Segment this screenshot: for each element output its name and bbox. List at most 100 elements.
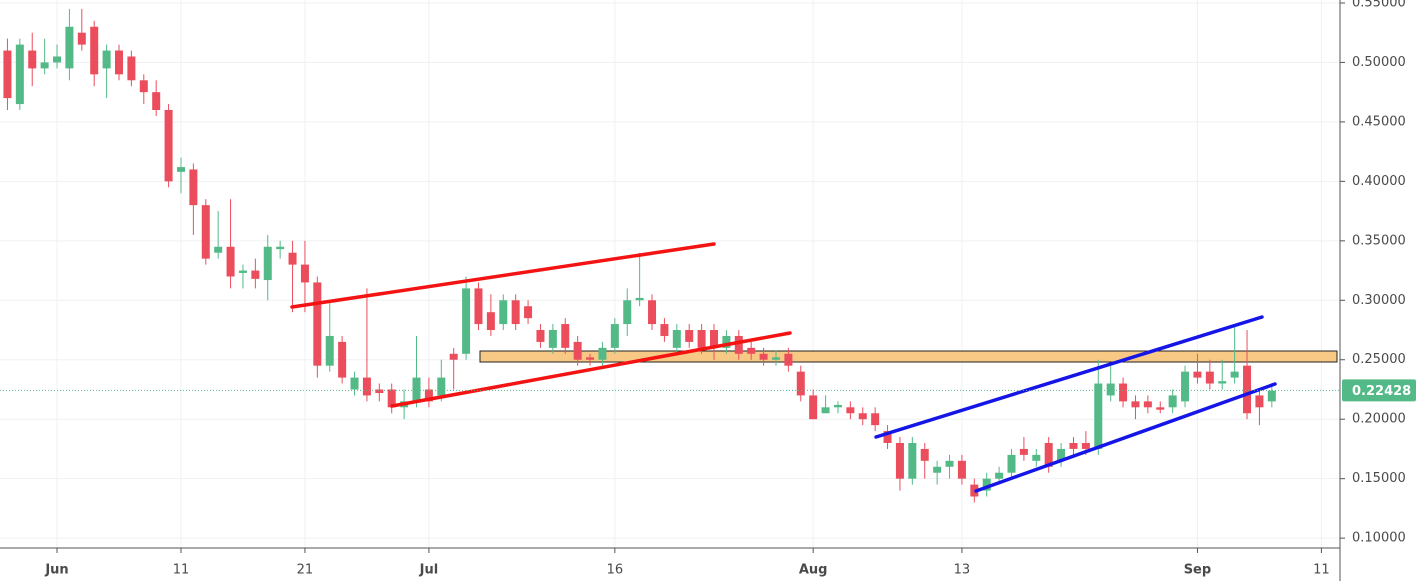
y-tick-label: 0.45000 (1352, 114, 1406, 129)
candle-body (858, 413, 867, 420)
candle-body (1168, 395, 1177, 408)
candle-body (115, 50, 124, 75)
candle-body (809, 395, 818, 420)
candle-body (846, 407, 855, 414)
candle-body (65, 26, 74, 69)
x-tick-label: Jul (419, 563, 439, 578)
candle-body (833, 404, 842, 408)
candle-body (139, 80, 148, 93)
y-tick-label: 0.10000 (1352, 531, 1406, 546)
candle-body (300, 264, 309, 283)
x-tick-label: 13 (954, 563, 971, 578)
candle-body (710, 330, 719, 348)
candle-body (214, 246, 223, 253)
candle-body (127, 56, 136, 81)
candle-body (759, 353, 768, 360)
candle-body (561, 324, 570, 348)
candle-body (288, 252, 297, 265)
candle-body (1143, 401, 1152, 408)
candle-body (3, 50, 12, 99)
x-tick-label: 11 (173, 563, 190, 578)
candle-body (524, 306, 533, 319)
candle-body (995, 472, 1004, 479)
candle-body (660, 324, 669, 336)
candle-body (437, 377, 446, 396)
trend-line (390, 331, 792, 408)
y-tick-label: 0.40000 (1352, 174, 1406, 189)
candle-body (189, 169, 198, 206)
candle-body (53, 56, 62, 63)
candle-body (201, 205, 210, 259)
trend-line (874, 315, 1264, 439)
candle-body (474, 288, 483, 325)
candle-body (933, 466, 942, 473)
last-price-label: 0.22428 (1352, 384, 1411, 399)
candle-body (1131, 401, 1140, 408)
candle-body (895, 442, 904, 479)
candle-body (375, 389, 384, 394)
x-tick-label: 21 (297, 563, 314, 578)
candle-body (1119, 383, 1128, 402)
candle-body (796, 371, 805, 396)
y-tick-label: 0.20000 (1352, 412, 1406, 427)
candle-body (945, 460, 954, 467)
candle-body (1156, 407, 1165, 410)
candle-body (1243, 365, 1252, 414)
candle-body (871, 413, 880, 426)
candle-body (573, 341, 582, 360)
y-tick-label: 0.30000 (1352, 293, 1406, 308)
candle-body (102, 50, 111, 69)
candle-body (784, 353, 793, 366)
candle-body (1267, 390, 1276, 402)
candle-body (28, 50, 37, 69)
candle-body (548, 330, 557, 348)
candle-body (982, 478, 991, 491)
candle-body (77, 32, 86, 45)
candle-body (821, 407, 830, 414)
candle-body (771, 357, 780, 360)
candle-body (1230, 371, 1239, 378)
candle-body (462, 288, 471, 354)
candle-body (338, 341, 347, 378)
candle-body (362, 377, 371, 396)
trend-lines (290, 242, 1277, 493)
trend-line (290, 242, 716, 309)
candle-body (1094, 383, 1103, 449)
candle-body (1106, 383, 1115, 396)
candle-body (1193, 371, 1202, 378)
candle-body (1181, 371, 1190, 402)
candle-body (90, 26, 99, 75)
candle-body (313, 282, 322, 366)
candle-body (1057, 448, 1066, 461)
y-tick-label: 0.25000 (1352, 352, 1406, 367)
candle-body (251, 270, 260, 279)
candle-body (1205, 371, 1214, 384)
candle-body (276, 246, 285, 250)
y-tick-label: 0.55000 (1352, 0, 1406, 10)
candle-body (387, 389, 396, 408)
y-tick-label: 0.50000 (1352, 55, 1406, 70)
candle-body (1019, 448, 1028, 455)
candle-body (226, 246, 235, 277)
candle-body (586, 357, 595, 360)
last-price-badge (1342, 379, 1416, 402)
trend-line (974, 382, 1277, 493)
y-tick-label: 0.35000 (1352, 233, 1406, 248)
candle-body (238, 270, 247, 273)
candle-body (511, 300, 520, 325)
candle-body (152, 92, 161, 111)
candle-body (486, 312, 495, 331)
candle-body (1007, 454, 1016, 473)
grid (0, 0, 1340, 548)
candle-body (15, 44, 24, 105)
candle-body (449, 353, 458, 360)
candle-body (734, 335, 743, 354)
candle-body (164, 110, 173, 182)
candle-body (685, 330, 694, 342)
candle-body (883, 431, 892, 443)
candle-body (920, 448, 929, 461)
candle-body (1081, 442, 1090, 449)
candle-body (40, 62, 49, 69)
candle-body (350, 377, 359, 390)
